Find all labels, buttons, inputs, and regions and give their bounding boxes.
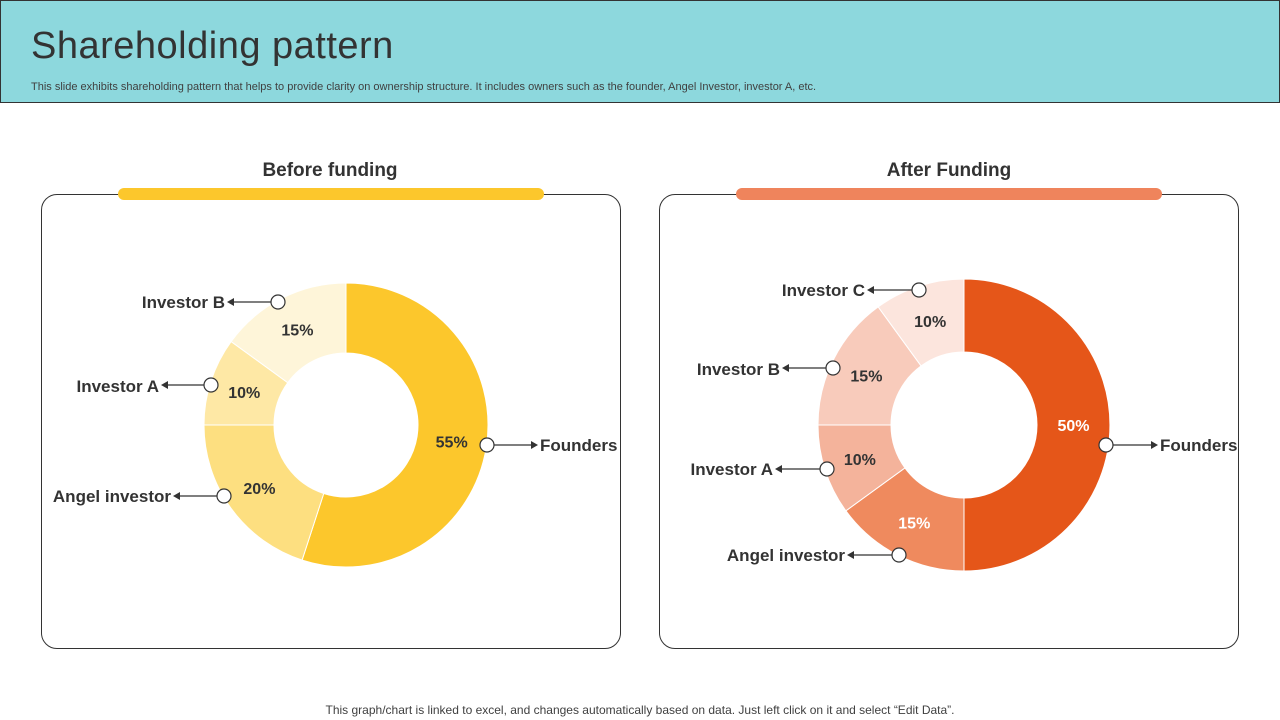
before-arrowhead-angel-investor <box>173 492 180 500</box>
before-funding-title: Before funding <box>262 160 398 181</box>
before-value-label-investor-b: 15% <box>281 323 313 340</box>
after-funding-accent-bar <box>736 188 1162 200</box>
before-category-label-founders: Founders <box>540 436 617 455</box>
before-callout-marker-angel-investor <box>216 488 232 504</box>
after-callout-marker-angel-investor <box>891 547 907 563</box>
page-subtitle: This slide exhibits shareholding pattern… <box>31 81 817 93</box>
after-arrowhead-founders <box>1151 441 1158 449</box>
before-funding-accent-bar <box>118 188 544 200</box>
before-slice-founders <box>301 282 489 568</box>
before-callout-marker-investor-b <box>270 294 286 310</box>
after-callout-marker-investor-c <box>911 282 927 298</box>
before-arrowhead-investor-b <box>227 298 234 306</box>
after-value-label-investor-a: 10% <box>844 452 876 469</box>
after-category-label-founders: Founders <box>1160 436 1237 455</box>
after-callout-marker-investor-a <box>819 461 835 477</box>
before-arrowhead-investor-a <box>161 381 168 389</box>
after-value-label-investor-b: 15% <box>850 368 882 385</box>
before-slice-investor-b <box>230 282 347 384</box>
before-callout-marker-investor-a <box>203 377 219 393</box>
after-arrowhead-investor-c <box>867 286 874 294</box>
before-value-label-investor-a: 10% <box>228 385 260 402</box>
slide-header: Shareholding pattern This slide exhibits… <box>0 0 1280 103</box>
before-arrowhead-founders <box>531 441 538 449</box>
after-category-label-investor-c: Investor C <box>782 281 865 300</box>
before-category-label-investor-b: Investor B <box>142 293 225 312</box>
after-arrowhead-investor-a <box>775 465 782 473</box>
before-value-label-angel-investor: 20% <box>243 481 275 498</box>
after-category-label-investor-b: Investor B <box>697 360 780 379</box>
after-arrowhead-investor-b <box>782 364 789 372</box>
after-value-label-founders: 50% <box>1057 418 1089 435</box>
after-value-label-angel-investor: 15% <box>898 516 930 533</box>
after-callout-marker-investor-b <box>825 360 841 376</box>
before-category-label-investor-a: Investor A <box>76 377 159 396</box>
before-funding-donut: 55% 20% 10% 15% Founders Angel investor Invest… <box>53 282 617 568</box>
after-funding-donut: 50% 15% 10% 15% 10% Founders Angel investor Inv… <box>690 278 1237 572</box>
after-category-label-investor-a: Investor A <box>690 460 773 479</box>
after-arrowhead-angel-investor <box>847 551 854 559</box>
before-category-label-angel-investor: Angel investor <box>53 487 171 506</box>
after-value-label-investor-c: 10% <box>914 314 946 331</box>
page-title: Shareholding pattern <box>31 25 394 67</box>
before-value-label-founders: 55% <box>436 435 468 452</box>
before-callout-marker-founders <box>479 437 495 453</box>
after-funding-title: After Funding <box>886 160 1012 181</box>
after-callout-marker-founders <box>1098 437 1114 453</box>
after-slice-investor-c <box>877 278 965 367</box>
footer-note: This graph/chart is linked to excel, and… <box>325 703 955 717</box>
after-slice-founders <box>963 278 1111 572</box>
after-category-label-angel-investor: Angel investor <box>727 546 845 565</box>
before-slice-angel-investor <box>203 424 325 561</box>
